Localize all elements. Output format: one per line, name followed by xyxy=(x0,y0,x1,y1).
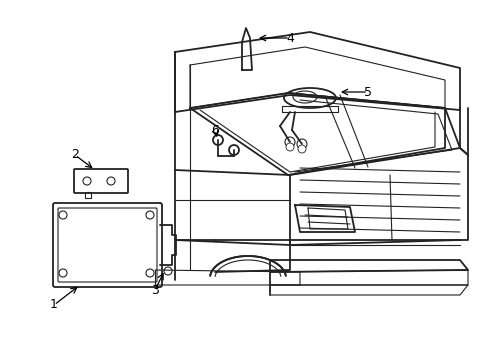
Circle shape xyxy=(146,269,154,277)
Circle shape xyxy=(228,145,239,155)
Ellipse shape xyxy=(284,88,335,108)
Circle shape xyxy=(213,135,223,145)
Circle shape xyxy=(146,211,154,219)
FancyBboxPatch shape xyxy=(53,203,162,287)
Circle shape xyxy=(59,269,67,277)
Text: 2: 2 xyxy=(71,148,79,162)
Text: 3: 3 xyxy=(151,284,159,297)
FancyBboxPatch shape xyxy=(58,208,157,282)
Text: 6: 6 xyxy=(211,123,219,136)
Circle shape xyxy=(285,137,294,147)
Circle shape xyxy=(297,145,305,153)
Text: 1: 1 xyxy=(50,298,58,311)
Text: 4: 4 xyxy=(285,31,293,45)
Ellipse shape xyxy=(292,91,316,103)
Circle shape xyxy=(83,177,91,185)
Circle shape xyxy=(296,139,306,149)
FancyBboxPatch shape xyxy=(74,169,128,193)
Circle shape xyxy=(59,211,67,219)
Circle shape xyxy=(107,177,115,185)
Circle shape xyxy=(163,267,172,275)
Text: 5: 5 xyxy=(363,85,371,99)
Circle shape xyxy=(285,143,293,151)
